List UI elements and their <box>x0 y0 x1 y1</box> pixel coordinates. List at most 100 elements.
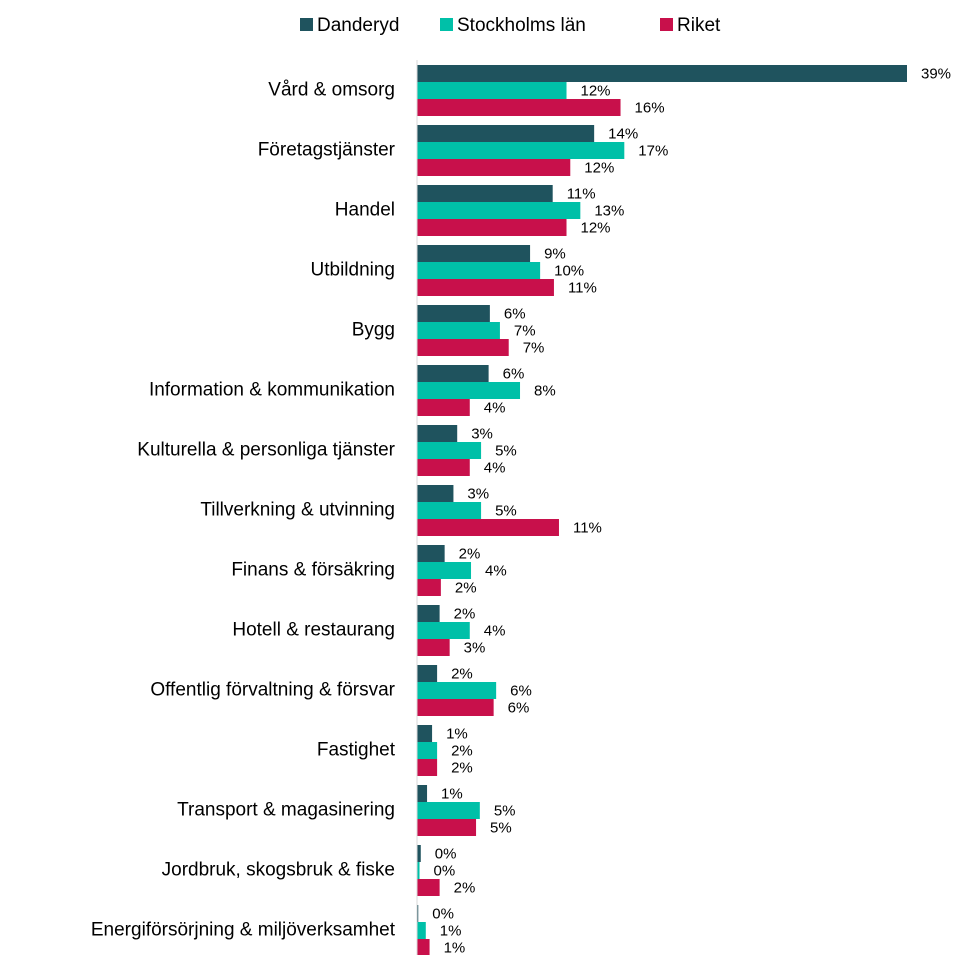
bar <box>417 185 553 202</box>
category-label: Företagstjänster <box>258 140 396 161</box>
bar <box>417 879 440 896</box>
value-label: 4% <box>484 622 506 639</box>
value-label: 2% <box>455 579 477 596</box>
value-label: 4% <box>484 459 506 476</box>
bar <box>417 725 433 742</box>
value-label: 2% <box>451 665 473 682</box>
value-label: 12% <box>581 82 611 99</box>
value-label: 11% <box>567 185 596 202</box>
bar <box>417 862 420 879</box>
bar <box>417 665 438 682</box>
bar <box>417 682 497 699</box>
bar <box>417 365 489 382</box>
bar <box>417 785 428 802</box>
value-label: 6% <box>503 365 525 382</box>
bar <box>417 399 470 416</box>
value-label: 5% <box>494 802 516 819</box>
category-label: Handel <box>335 200 395 221</box>
bar <box>417 82 567 99</box>
bar <box>417 425 458 442</box>
bar <box>417 245 531 262</box>
bar <box>417 922 426 939</box>
bar <box>417 65 907 82</box>
bar <box>417 939 430 955</box>
category-label: Fastighet <box>317 740 396 761</box>
value-label: 4% <box>485 562 507 579</box>
value-label: 1% <box>440 922 462 939</box>
value-label: 5% <box>490 819 512 836</box>
bar <box>417 125 595 142</box>
category-label: Utbildning <box>311 260 396 281</box>
bar <box>417 99 621 116</box>
legend-swatch <box>440 18 453 31</box>
bar <box>417 305 490 322</box>
value-label: 16% <box>635 99 665 116</box>
category-label: Finans & försäkring <box>231 560 395 581</box>
bar <box>417 322 500 339</box>
bar <box>417 639 450 656</box>
value-label: 12% <box>581 219 611 236</box>
bar <box>417 142 625 159</box>
value-label: 13% <box>594 202 624 219</box>
bar <box>417 819 477 836</box>
legend-swatch <box>300 18 313 31</box>
value-label: 11% <box>573 519 602 536</box>
value-label: 8% <box>534 382 556 399</box>
value-label: 2% <box>454 879 476 896</box>
value-label: 4% <box>484 399 506 416</box>
bar <box>417 279 554 296</box>
legend-label: Riket <box>677 15 721 36</box>
bar <box>417 802 480 819</box>
category-label: Energiförsörjning & miljöverksamhet <box>91 920 396 941</box>
bar <box>417 202 581 219</box>
category-label: Offentlig förvaltning & försvar <box>150 680 395 701</box>
category-label: Jordbruk, skogsbruk & fiske <box>162 860 395 881</box>
bar <box>417 699 494 716</box>
category-label: Transport & magasinering <box>177 800 395 821</box>
bar <box>417 519 559 536</box>
category-label: Bygg <box>352 320 395 341</box>
value-label: 2% <box>451 742 473 759</box>
value-label: 5% <box>495 502 517 519</box>
value-label: 14% <box>608 125 638 142</box>
value-label: 3% <box>467 485 489 502</box>
bar <box>417 159 571 176</box>
category-label: Kulturella & personliga tjänster <box>137 440 395 461</box>
category-label: Hotell & restaurang <box>232 620 395 641</box>
bar <box>417 219 567 236</box>
bar <box>417 742 438 759</box>
value-label: 6% <box>510 682 532 699</box>
value-label: 1% <box>444 939 466 955</box>
value-label: 6% <box>504 305 526 322</box>
bar <box>417 442 482 459</box>
legend-label: Danderyd <box>317 15 399 36</box>
value-label: 17% <box>638 142 668 159</box>
value-label: 2% <box>454 605 476 622</box>
value-label: 3% <box>464 639 486 656</box>
bar <box>417 459 470 476</box>
bar <box>417 622 470 639</box>
bar <box>417 759 438 776</box>
value-label: 2% <box>451 759 473 776</box>
value-label: 1% <box>441 785 463 802</box>
bar <box>417 382 521 399</box>
value-label: 39% <box>921 65 951 82</box>
bar <box>417 339 509 356</box>
value-label: 11% <box>568 279 597 296</box>
legend-swatch <box>660 18 673 31</box>
bar <box>417 545 445 562</box>
value-label: 10% <box>554 262 584 279</box>
bar <box>417 845 421 862</box>
value-label: 6% <box>508 699 530 716</box>
value-label: 1% <box>446 725 468 742</box>
category-label: Tillverkning & utvinning <box>200 500 395 521</box>
bar <box>417 502 482 519</box>
value-label: 0% <box>434 862 456 879</box>
bar <box>417 262 541 279</box>
value-label: 9% <box>544 245 566 262</box>
bar <box>417 905 419 922</box>
bar <box>417 485 454 502</box>
value-label: 0% <box>432 905 454 922</box>
value-label: 2% <box>459 545 481 562</box>
value-label: 3% <box>471 425 493 442</box>
